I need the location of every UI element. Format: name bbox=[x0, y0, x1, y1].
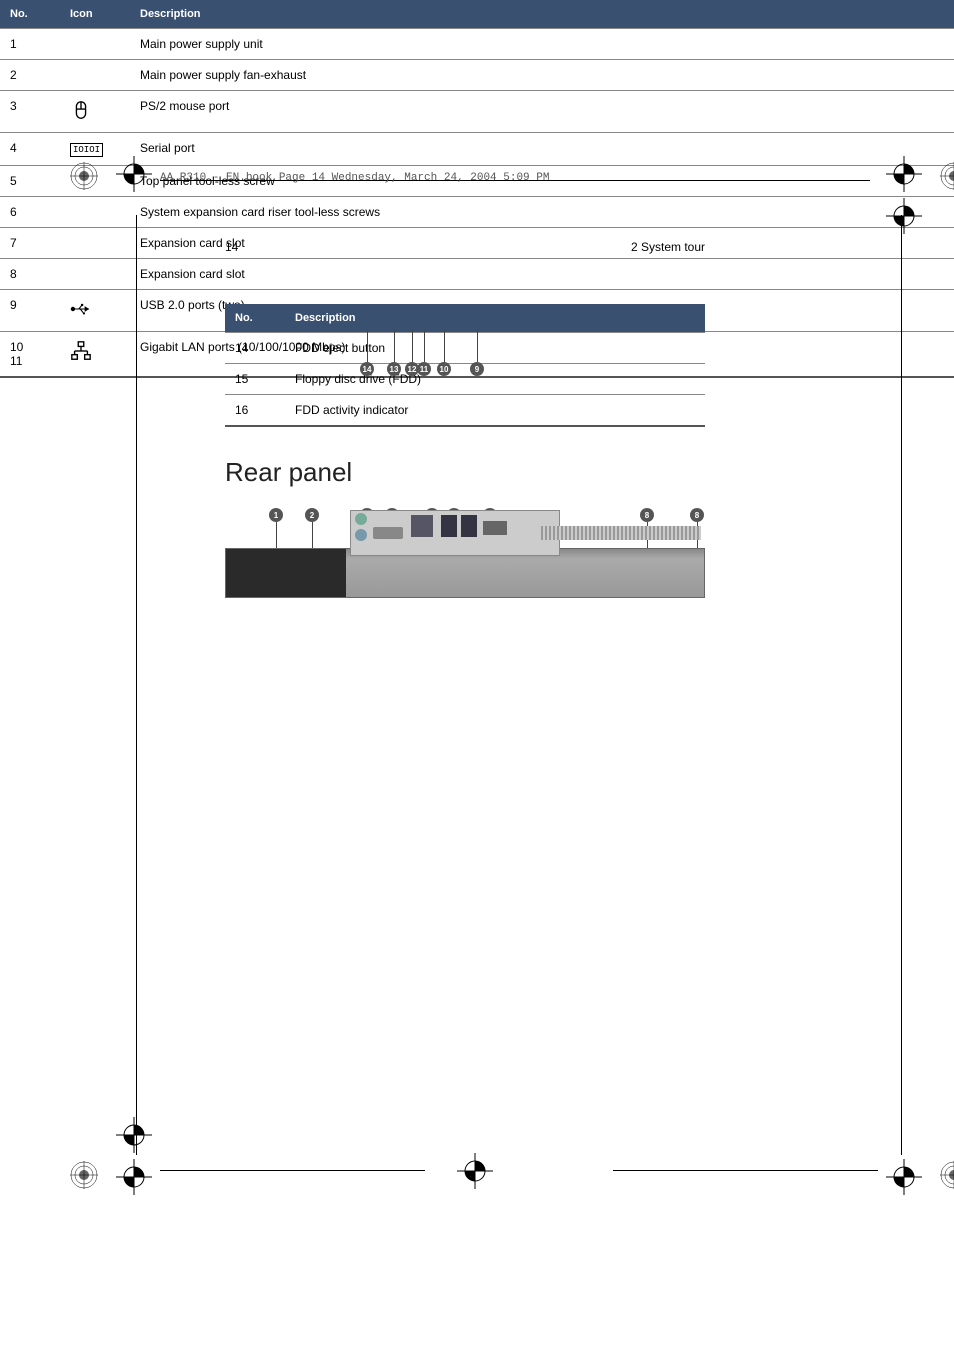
cell-no: 7 bbox=[0, 228, 60, 259]
cell-no: 16 bbox=[225, 395, 285, 427]
table-row: 3 PS/2 mouse port bbox=[0, 91, 954, 133]
table-row: 15Floppy disc drive (FDD) bbox=[225, 364, 705, 395]
lan-port bbox=[461, 515, 477, 537]
page-header: 14 2 System tour bbox=[225, 240, 705, 254]
reg-line bbox=[613, 1170, 878, 1171]
cell-no: 9 bbox=[0, 290, 60, 332]
cell-desc: FDD activity indicator bbox=[285, 395, 705, 427]
cell-icon bbox=[60, 290, 130, 332]
table-front-panel-continued: No. Description 14FDD eject button15Flop… bbox=[225, 304, 705, 427]
reg-line bbox=[901, 215, 902, 1155]
cell-icon bbox=[60, 259, 130, 290]
chapter-title: 2 System tour bbox=[631, 240, 705, 254]
cell-desc: Main power supply fan-exhaust bbox=[130, 60, 954, 91]
book-header-text: AA R310 - EN.book Page 14 Wednesday, Mar… bbox=[160, 172, 549, 184]
callout-line bbox=[412, 330, 413, 362]
cell-no: 15 bbox=[225, 364, 285, 395]
cell-no: 6 bbox=[0, 197, 60, 228]
reg-mark-circle bbox=[940, 1161, 954, 1189]
table-row: 1 Main power supply unit bbox=[0, 29, 954, 60]
callout-line bbox=[394, 330, 395, 362]
reg-mark-cross bbox=[884, 154, 924, 194]
cell-no: 8 bbox=[0, 259, 60, 290]
reg-mark-cross bbox=[114, 1115, 154, 1155]
table-row: 14FDD eject button bbox=[225, 333, 705, 364]
cell-icon bbox=[60, 197, 130, 228]
cell-no: 1 bbox=[0, 29, 60, 60]
serial-port bbox=[373, 527, 403, 539]
reg-line bbox=[136, 215, 137, 1155]
cell-desc: Main power supply unit bbox=[130, 29, 954, 60]
rear-panel-diagram: 123456788 bbox=[225, 508, 705, 648]
callout-number: 14 bbox=[360, 362, 374, 376]
cell-icon bbox=[60, 60, 130, 91]
th-desc: Description bbox=[285, 304, 705, 333]
cell-icon bbox=[60, 29, 130, 60]
table-row: 2 Main power supply fan-exhaust bbox=[0, 60, 954, 91]
ps2-port bbox=[355, 513, 367, 525]
vent-strip bbox=[541, 526, 701, 540]
reg-mark-cross bbox=[114, 154, 154, 194]
cell-desc: FDD eject button bbox=[285, 333, 705, 364]
psu-area bbox=[226, 549, 346, 597]
callout-line bbox=[276, 522, 277, 548]
cell-no: 3 bbox=[0, 91, 60, 133]
reg-mark-cross bbox=[884, 196, 924, 236]
callout-number: 13 bbox=[387, 362, 401, 376]
cell-desc: PS/2 mouse port bbox=[130, 91, 954, 133]
page-number: 14 bbox=[225, 240, 238, 254]
cell-desc: Serial port bbox=[130, 133, 954, 166]
table-row: 6 System expansion card riser tool-less s… bbox=[0, 197, 954, 228]
ps2-port bbox=[355, 529, 367, 541]
reg-mark-circle bbox=[70, 1161, 98, 1189]
cell-icon bbox=[60, 91, 130, 133]
reg-mark-cross bbox=[114, 1157, 154, 1197]
reg-mark-cross bbox=[884, 1157, 924, 1197]
vga-port bbox=[411, 515, 433, 537]
th-no: No. bbox=[0, 0, 60, 29]
callout-line bbox=[424, 330, 425, 362]
cell-desc: System expansion card riser tool-less sc… bbox=[130, 197, 954, 228]
io-plate bbox=[350, 510, 560, 556]
cell-no: 2 bbox=[0, 60, 60, 91]
callout-number: 8 bbox=[640, 508, 654, 522]
callout-number: 2 bbox=[305, 508, 319, 522]
lan-port bbox=[441, 515, 457, 537]
callout-line bbox=[312, 522, 313, 548]
cell-icon bbox=[60, 228, 130, 259]
reg-line bbox=[160, 1170, 425, 1171]
callout-number: 1 bbox=[269, 508, 283, 522]
reg-mark-circle bbox=[70, 162, 98, 190]
callout-number: 9 bbox=[470, 362, 484, 376]
th-icon: Icon bbox=[60, 0, 130, 29]
table-row: 16FDD activity indicator bbox=[225, 395, 705, 427]
section-heading-rear-panel: Rear panel bbox=[225, 457, 705, 488]
th-no: No. bbox=[225, 304, 285, 333]
callout-number: 11 bbox=[417, 362, 431, 376]
callout-line bbox=[477, 330, 478, 362]
cell-no: 5 bbox=[0, 166, 60, 197]
th-desc: Description bbox=[130, 0, 954, 29]
callout-number: 10 bbox=[437, 362, 451, 376]
cell-no: 4 bbox=[0, 133, 60, 166]
reg-mark-cross bbox=[455, 1151, 495, 1191]
usb-ports bbox=[483, 521, 507, 535]
cell-icon bbox=[60, 332, 130, 378]
callout-number: 8 bbox=[690, 508, 704, 522]
callout-line bbox=[367, 330, 368, 362]
cell-no: 14 bbox=[225, 333, 285, 364]
page-content: 14 2 System tour No. Description 14FDD e… bbox=[225, 240, 705, 673]
cell-desc: Floppy disc drive (FDD) bbox=[285, 364, 705, 395]
reg-mark-circle bbox=[940, 162, 954, 190]
callout-line bbox=[444, 330, 445, 362]
cell-no: 1011 bbox=[0, 332, 60, 378]
